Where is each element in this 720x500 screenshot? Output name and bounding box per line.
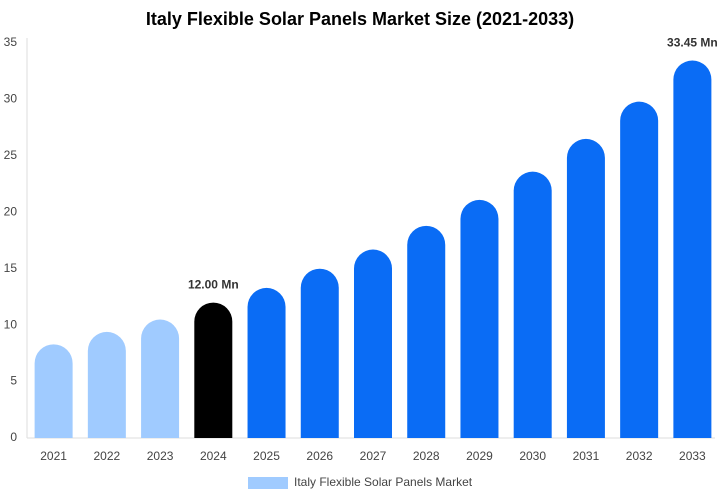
bar: [300, 268, 339, 438]
bar: [566, 138, 605, 438]
bar: [620, 101, 659, 438]
y-tick-label: 35: [4, 35, 18, 49]
x-tick-label: 2022: [93, 449, 120, 463]
x-tick-label: 2030: [519, 449, 546, 463]
y-tick-label: 25: [4, 148, 18, 162]
y-tick-label: 10: [4, 317, 18, 331]
bar: [354, 249, 392, 438]
x-tick-label: 2026: [306, 449, 333, 463]
x-tick-label: 2021: [40, 449, 67, 463]
x-tick-label: 2029: [466, 449, 493, 463]
x-tick-label: 2033: [679, 449, 706, 463]
data-label: 12.00 Mn: [188, 278, 239, 292]
bar: [34, 344, 73, 438]
bar: [247, 287, 286, 438]
y-tick-label: 20: [4, 204, 18, 218]
x-tick-label: 2028: [413, 449, 440, 463]
x-tick-label: 2027: [360, 449, 387, 463]
legend-swatch: [248, 477, 288, 489]
x-tick-label: 2023: [147, 449, 174, 463]
bar: [407, 225, 446, 438]
bar: [673, 60, 712, 438]
y-tick-label: 30: [4, 92, 18, 106]
x-tick-label: 2024: [200, 449, 227, 463]
bar: [87, 331, 126, 438]
data-label: 33.45 Mn: [667, 36, 718, 50]
bar: [194, 302, 233, 438]
x-tick-label: 2032: [626, 449, 653, 463]
bar: [141, 319, 180, 438]
legend-label: Italy Flexible Solar Panels Market: [294, 475, 473, 489]
chart-title: Italy Flexible Solar Panels Market Size …: [146, 9, 574, 29]
y-tick-label: 15: [4, 261, 18, 275]
y-tick-label: 5: [10, 374, 17, 388]
bar: [513, 171, 552, 438]
x-tick-label: 2025: [253, 449, 280, 463]
bar: [460, 199, 499, 438]
x-tick-label: 2031: [573, 449, 600, 463]
y-tick-label: 0: [10, 430, 17, 444]
